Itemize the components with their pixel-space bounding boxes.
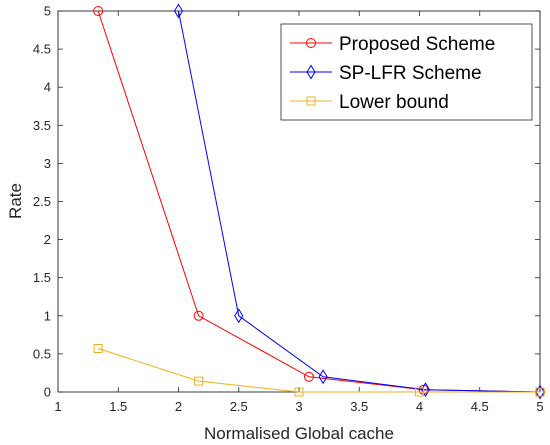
series-lower-bound (93, 343, 545, 397)
data-point (535, 384, 545, 400)
legend: Proposed Scheme SP-LFR Scheme Lower bound (280, 23, 533, 121)
x-tick-label: 4 (416, 399, 423, 414)
data-point (93, 343, 103, 353)
y-tick-label: 4 (44, 80, 51, 95)
x-tick-label: 2 (175, 399, 182, 414)
y-tick-label: 2 (44, 232, 51, 247)
legend-marker (306, 96, 316, 106)
legend-marker (306, 38, 316, 48)
x-tick-label: 4.5 (471, 399, 489, 414)
series-line (97, 348, 540, 393)
data-point (294, 387, 304, 397)
x-tick-label: 1 (54, 399, 61, 414)
series-layer (93, 3, 545, 400)
x-axis-title: Normalised Global cache (204, 424, 394, 443)
data-point (173, 3, 184, 19)
data-point (318, 369, 328, 385)
x-tick-label: 3 (295, 399, 302, 414)
y-tick-label: 1 (44, 308, 51, 323)
legend-marker (306, 64, 316, 80)
legend-item: Proposed Scheme (290, 34, 495, 55)
y-tick-label: 0.5 (33, 346, 51, 361)
data-point (234, 308, 244, 324)
legend-item: Lower bound (290, 92, 449, 113)
x-tick-label: 2.5 (230, 399, 248, 414)
data-point (194, 376, 204, 386)
y-axis-title: Rate (6, 183, 25, 219)
y-tick-label: 1.5 (33, 270, 51, 285)
y-tick-label: 2.5 (33, 194, 51, 209)
legend-label: SP-LFR Scheme (339, 63, 482, 84)
legend-label: Proposed Scheme (339, 34, 495, 55)
data-point (93, 6, 104, 16)
axes: 1 1.5 2 2.5 3 3.5 4 4.5 5 0 0.5 1 1.5 2 2.5 3 3.5 4 4.5 5 (33, 4, 544, 415)
data-point (535, 387, 545, 397)
legend-item: SP-LFR Scheme (290, 63, 482, 84)
x-tick-label: 3.5 (350, 399, 368, 414)
y-tick-label: 3.5 (33, 118, 51, 133)
y-tick-label: 0 (44, 385, 51, 400)
legend-label: Lower bound (339, 92, 449, 113)
x-tick-label: 1.5 (109, 399, 127, 414)
y-tick-label: 4.5 (33, 42, 51, 57)
data-point (193, 310, 204, 321)
y-tick-label: 5 (44, 4, 51, 19)
data-point (304, 371, 315, 382)
series-line (178, 10, 541, 393)
x-tick-label: 5 (536, 399, 543, 414)
y-tick-label: 3 (44, 156, 51, 171)
data-point (415, 387, 424, 397)
